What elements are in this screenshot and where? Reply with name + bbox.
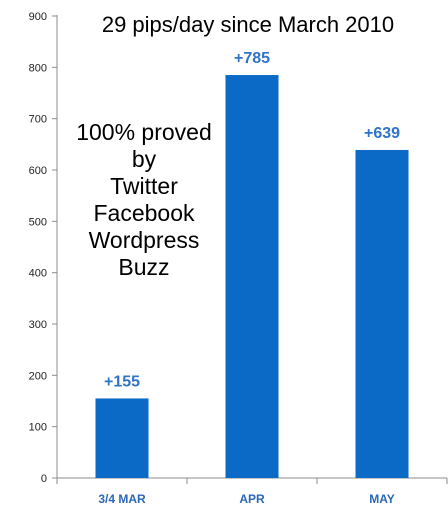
annotation-block: 100% proved by Twitter Facebook Wordpres…	[66, 119, 222, 281]
annotation-line-1: 100% proved	[76, 119, 212, 145]
data-label: +639	[364, 125, 400, 142]
x-tick-label: MAY	[369, 492, 395, 506]
annotation-line-4: Facebook	[93, 200, 195, 226]
y-tick-label: 500	[29, 216, 47, 228]
bar	[355, 149, 409, 479]
annotation-line-3: Twitter	[110, 173, 178, 199]
y-tick-label: 100	[29, 422, 47, 434]
x-tick-label: APR	[239, 492, 265, 506]
y-tick-label: 300	[29, 319, 47, 331]
annotation-line-2: by	[131, 146, 157, 172]
bar	[95, 398, 149, 478]
x-tick-label: 3/4 MAR	[98, 492, 146, 506]
y-tick-label: 800	[29, 62, 47, 74]
bar	[225, 75, 279, 479]
data-label: +785	[234, 50, 270, 67]
y-tick-label: 0	[41, 473, 47, 485]
data-label: +155	[104, 373, 140, 390]
y-tick-label: 700	[29, 114, 47, 126]
y-tick-label: 900	[29, 11, 47, 23]
chart-title: 29 pips/day since March 2010	[102, 12, 394, 37]
annotation-line-5: Wordpress	[88, 227, 200, 253]
annotation-line-6: Buzz	[118, 254, 170, 280]
y-tick-label: 600	[29, 165, 47, 177]
y-tick-label: 200	[29, 370, 47, 382]
y-tick-label: 400	[29, 268, 47, 280]
